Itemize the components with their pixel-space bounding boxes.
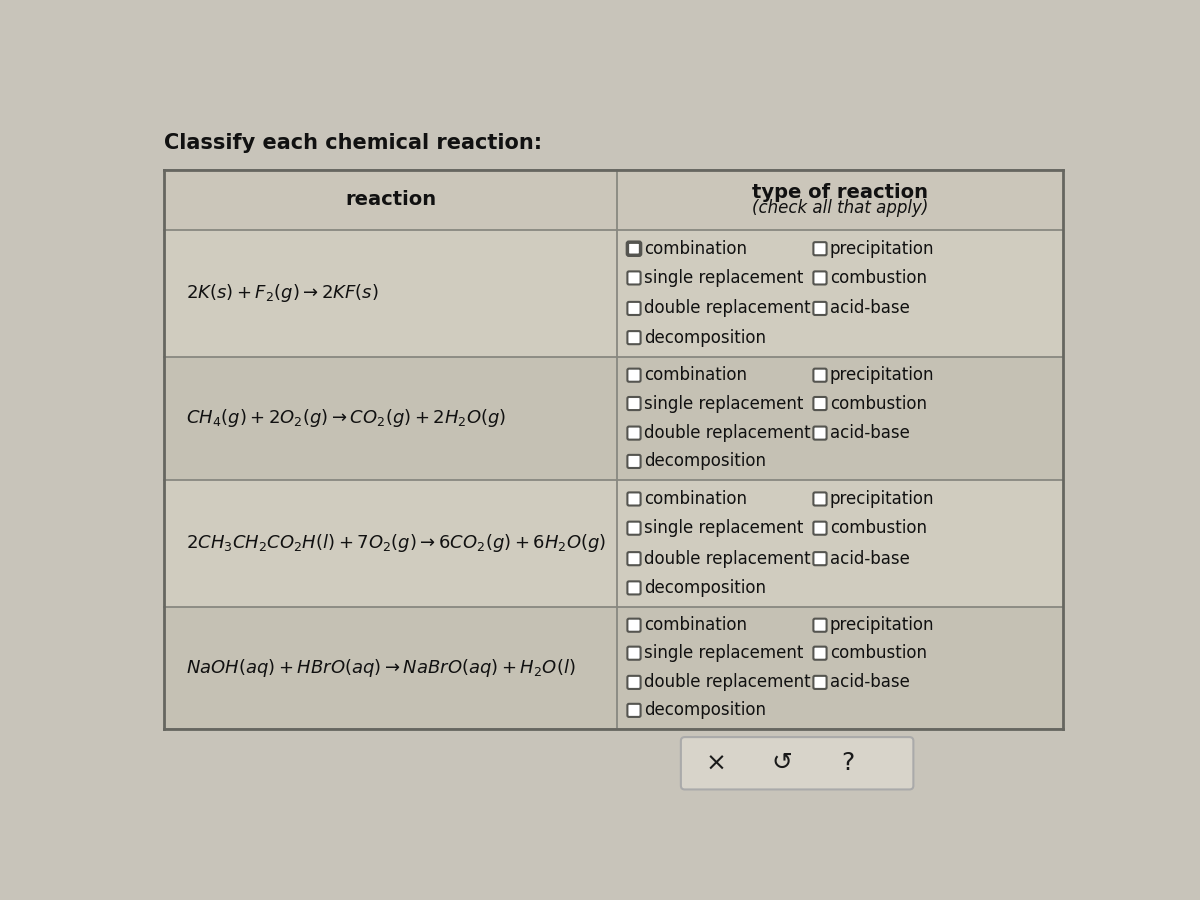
FancyBboxPatch shape (628, 397, 641, 410)
Text: precipitation: precipitation (829, 490, 934, 508)
Text: precipitation: precipitation (829, 366, 934, 384)
FancyBboxPatch shape (628, 272, 641, 284)
FancyBboxPatch shape (814, 618, 827, 632)
FancyBboxPatch shape (628, 646, 641, 660)
Text: combination: combination (643, 239, 746, 257)
Text: acid-base: acid-base (829, 424, 910, 442)
FancyBboxPatch shape (814, 397, 827, 410)
FancyBboxPatch shape (814, 676, 827, 688)
FancyBboxPatch shape (680, 737, 913, 789)
FancyBboxPatch shape (628, 427, 641, 439)
FancyBboxPatch shape (628, 242, 641, 256)
FancyBboxPatch shape (628, 618, 641, 632)
FancyBboxPatch shape (628, 369, 641, 382)
Text: reaction: reaction (346, 190, 437, 209)
FancyBboxPatch shape (628, 581, 641, 594)
Text: combustion: combustion (829, 644, 926, 662)
FancyBboxPatch shape (628, 492, 641, 506)
Text: single replacement: single replacement (643, 519, 803, 537)
Text: Classify each chemical reaction:: Classify each chemical reaction: (164, 132, 542, 153)
Text: single replacement: single replacement (643, 394, 803, 412)
Text: decomposition: decomposition (643, 701, 766, 719)
Text: combustion: combustion (829, 269, 926, 287)
Text: acid-base: acid-base (829, 673, 910, 691)
Text: ?: ? (841, 752, 854, 775)
Polygon shape (164, 230, 1063, 356)
Text: $\mathit{2CH_3CH_2CO_2H(l) + 7O_2(g) \rightarrow 6CO_2(g) + 6H_2O(g)}$: $\mathit{2CH_3CH_2CO_2H(l) + 7O_2(g) \ri… (186, 533, 606, 554)
FancyBboxPatch shape (814, 427, 827, 439)
Polygon shape (164, 607, 1063, 729)
FancyBboxPatch shape (814, 552, 827, 565)
FancyBboxPatch shape (814, 242, 827, 256)
FancyBboxPatch shape (628, 552, 641, 565)
Text: ↺: ↺ (772, 752, 792, 775)
FancyBboxPatch shape (814, 272, 827, 284)
Text: double replacement: double replacement (643, 424, 810, 442)
Text: acid-base: acid-base (829, 550, 910, 568)
Polygon shape (164, 480, 1063, 607)
Text: acid-base: acid-base (829, 300, 910, 318)
Text: combination: combination (643, 490, 746, 508)
FancyBboxPatch shape (628, 676, 641, 688)
Text: $\mathit{NaOH(aq) + HBrO(aq) \rightarrow NaBrO(aq) + H_2O(l)}$: $\mathit{NaOH(aq) + HBrO(aq) \rightarrow… (186, 657, 575, 679)
Text: double replacement: double replacement (643, 673, 810, 691)
Polygon shape (164, 356, 1063, 480)
FancyBboxPatch shape (628, 331, 641, 344)
FancyBboxPatch shape (628, 522, 641, 535)
FancyBboxPatch shape (628, 454, 641, 468)
FancyBboxPatch shape (814, 646, 827, 660)
Text: decomposition: decomposition (643, 328, 766, 346)
FancyBboxPatch shape (628, 704, 641, 717)
Text: combustion: combustion (829, 394, 926, 412)
Text: type of reaction: type of reaction (752, 184, 928, 202)
FancyBboxPatch shape (814, 302, 827, 315)
Text: ×: × (706, 752, 726, 775)
Text: (check all that apply): (check all that apply) (752, 199, 929, 217)
Text: decomposition: decomposition (643, 579, 766, 597)
Polygon shape (164, 169, 1063, 230)
Text: decomposition: decomposition (643, 453, 766, 471)
FancyBboxPatch shape (814, 522, 827, 535)
Text: $\mathit{CH_4(g) + 2O_2(g) \rightarrow CO_2(g) + 2H_2O(g)}$: $\mathit{CH_4(g) + 2O_2(g) \rightarrow C… (186, 408, 506, 429)
Text: double replacement: double replacement (643, 550, 810, 568)
FancyBboxPatch shape (628, 302, 641, 315)
Text: precipitation: precipitation (829, 239, 934, 257)
Text: combination: combination (643, 616, 746, 634)
FancyBboxPatch shape (814, 369, 827, 382)
Text: combination: combination (643, 366, 746, 384)
Text: combustion: combustion (829, 519, 926, 537)
Text: single replacement: single replacement (643, 644, 803, 662)
Text: precipitation: precipitation (829, 616, 934, 634)
FancyBboxPatch shape (814, 492, 827, 506)
Text: single replacement: single replacement (643, 269, 803, 287)
Text: double replacement: double replacement (643, 300, 810, 318)
Text: $\mathit{2K(s) + F_2(g) \rightarrow 2KF(s)}$: $\mathit{2K(s) + F_2(g) \rightarrow 2KF(… (186, 283, 378, 304)
